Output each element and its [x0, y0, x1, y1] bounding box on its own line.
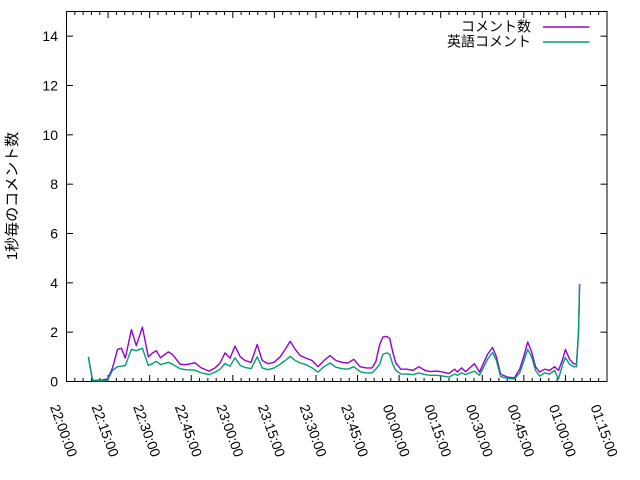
x-tick-label: 00:45:00	[504, 402, 538, 459]
x-tick-label: 00:30:00	[463, 402, 497, 459]
x-tick-label: 23:30:00	[297, 402, 331, 459]
legend-label-english-comments: 英語コメント	[447, 34, 531, 50]
x-tick-label: 22:45:00	[172, 402, 206, 459]
x-axis-tick-labels: 22:00:00 22:15:00 22:30:00 22:45:00 23:00:00…	[47, 402, 621, 459]
y-tick-label: 6	[50, 226, 58, 242]
y-axis-tick-labels: 0 2 4 6 8 10 12 14	[42, 28, 58, 389]
series-line-0	[87, 284, 581, 381]
series-line-1	[87, 284, 581, 382]
y-tick-label: 2	[50, 324, 58, 340]
legend-line-samples	[543, 26, 590, 43]
y-tick-label: 8	[50, 176, 58, 192]
x-tick-label: 23:00:00	[213, 402, 247, 459]
x-tick-label: 00:15:00	[421, 402, 455, 459]
y-tick-label: 12	[42, 78, 58, 94]
y-tick-label: 0	[50, 374, 58, 390]
x-tick-label: 01:00:00	[546, 402, 580, 459]
legend-label-comments: コメント数	[461, 19, 531, 35]
x-tick-label: 22:15:00	[89, 402, 123, 459]
y-tick-label: 4	[50, 275, 58, 291]
axis-ticks	[66, 11, 608, 382]
plot-border-rect	[66, 11, 608, 382]
x-tick-label: 22:00:00	[47, 402, 81, 459]
x-tick-label: 23:15:00	[255, 402, 289, 459]
y-tick-label: 14	[42, 28, 58, 44]
y-tick-label: 10	[42, 127, 58, 143]
y-axis-title: 1秒毎のコメント数	[4, 132, 21, 260]
plot-border	[66, 11, 608, 382]
x-tick-label: 00:00:00	[380, 402, 414, 459]
series-lines	[87, 284, 581, 382]
x-tick-label: 01:15:00	[588, 402, 622, 459]
x-tick-label: 22:30:00	[130, 402, 164, 459]
x-tick-label: 23:45:00	[338, 402, 372, 459]
